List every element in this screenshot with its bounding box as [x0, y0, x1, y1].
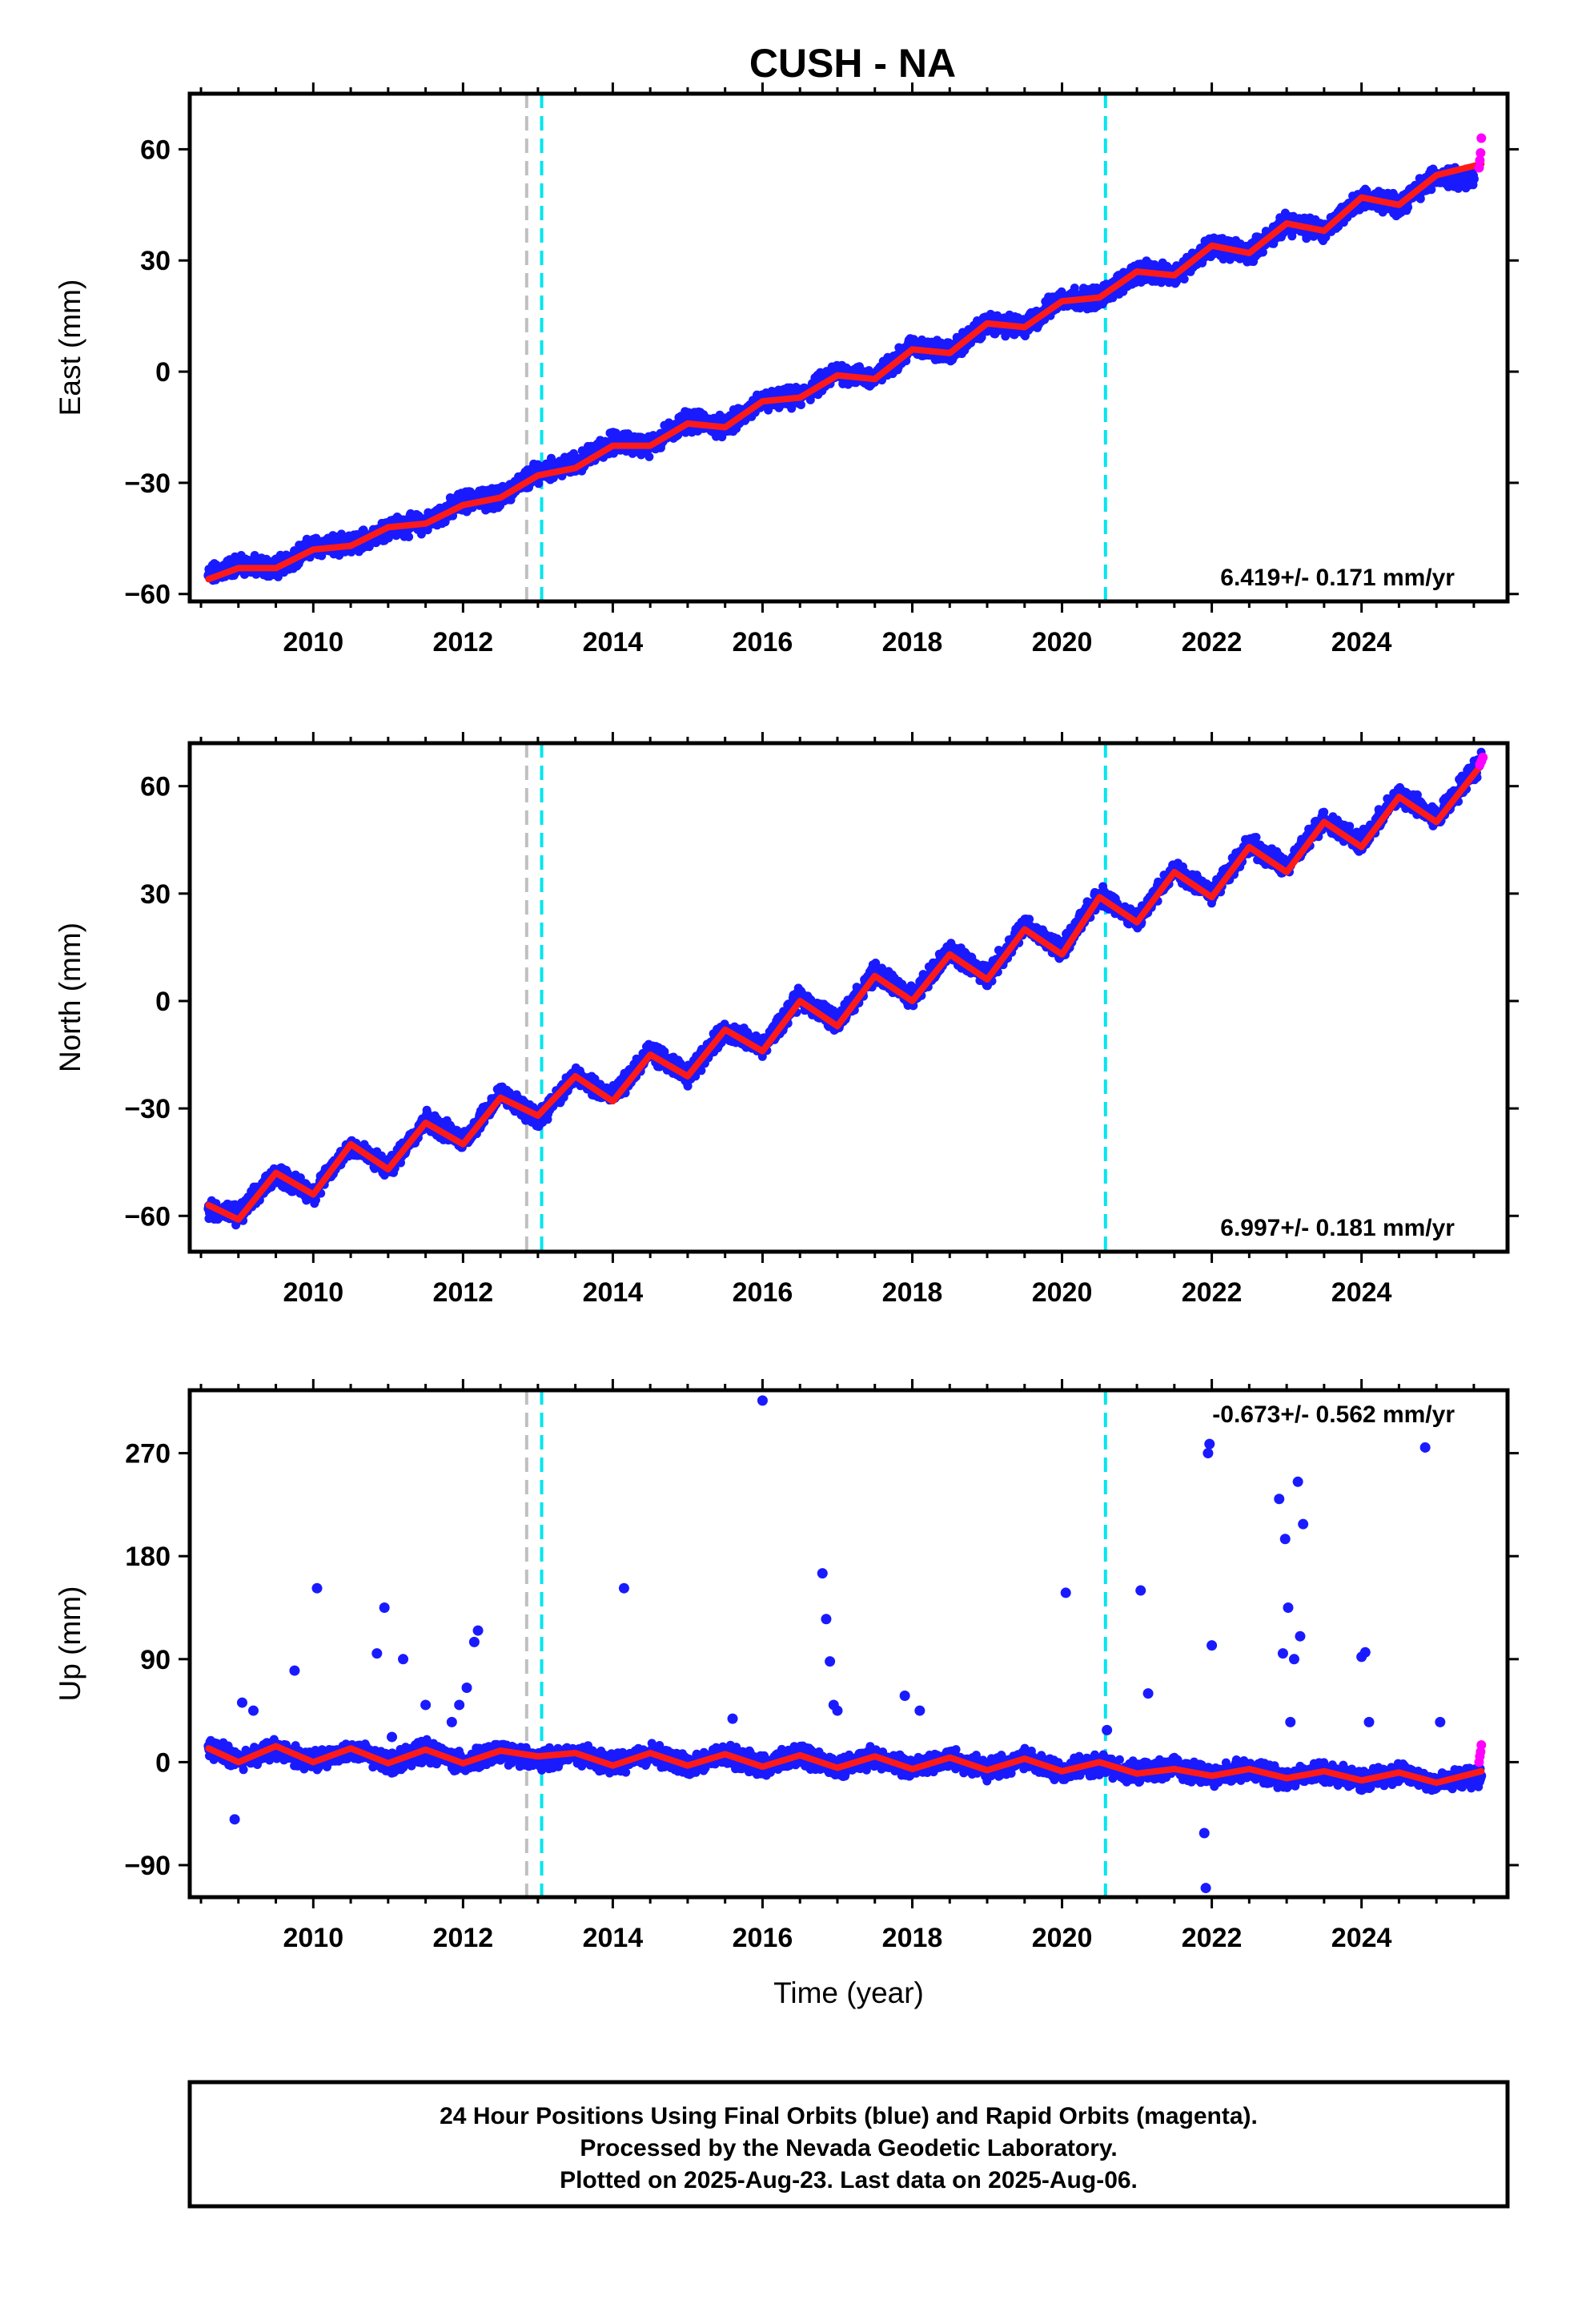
- north-data-point: [877, 963, 886, 973]
- east-rapid-orbit-point: [1476, 148, 1486, 159]
- east-data-point: [1427, 185, 1436, 195]
- east-data-point: [797, 400, 805, 409]
- east-x-tick-label: 2018: [882, 627, 943, 657]
- east-data-point: [1468, 174, 1479, 184]
- east-y-tick-label: 0: [155, 357, 171, 388]
- east-x-tick-label: 2010: [283, 627, 343, 657]
- east-data-point: [644, 452, 654, 461]
- east-y-tick-label: 60: [140, 135, 171, 165]
- east-x-tick-label: 2022: [1182, 627, 1243, 657]
- east-rapid-orbit-point: [1475, 155, 1485, 166]
- east-rate-label: 6.419+/- 0.171 mm/yr: [1220, 565, 1455, 591]
- east-plot-area: [203, 133, 1487, 585]
- north-data-point: [697, 1066, 706, 1076]
- north-data-point: [1025, 915, 1034, 924]
- east-x-tick-label: 2016: [733, 627, 793, 657]
- east-data-point: [1225, 255, 1235, 264]
- north-plot-area: [203, 747, 1488, 1230]
- east-data-point: [1258, 247, 1267, 257]
- east-rapid-orbit-point: [1476, 133, 1487, 143]
- east-panel: 2010 2012 2014 2016 2018 2020 2022 2024 60 30 0 −30…: [54, 82, 1519, 657]
- east-x-tick-label: 2014: [583, 627, 644, 657]
- east-y-axis-label: East (mm): [54, 279, 86, 416]
- east-x-tick-label: 2020: [1032, 627, 1093, 657]
- east-y-tick-label: −30: [124, 468, 171, 499]
- east-y-tick-label: −60: [124, 580, 171, 610]
- north-panel: 2010 2012 2014 2016 2018 2020 2022 202460300−30…: [54, 732, 1519, 1308]
- east-data-point: [1179, 275, 1189, 283]
- east-data-point: [609, 448, 618, 458]
- east-y-tick-label: 30: [140, 246, 171, 276]
- east-rapid-orbit-point: [1474, 163, 1484, 173]
- north-data-point: [683, 1081, 693, 1091]
- east-data-point: [1403, 203, 1413, 212]
- east-x-tick-label: 2012: [433, 627, 494, 657]
- east-model-fit-line: [205, 160, 1485, 583]
- east-data-point: [1001, 332, 1010, 341]
- north-data-point: [757, 1051, 767, 1061]
- east-data-point: [1415, 194, 1425, 203]
- chart-title: CUSH - NA: [749, 41, 956, 86]
- east-data-point: [404, 532, 414, 541]
- east-frame: [187, 91, 1510, 604]
- east-x-tick-label: 2024: [1331, 627, 1392, 657]
